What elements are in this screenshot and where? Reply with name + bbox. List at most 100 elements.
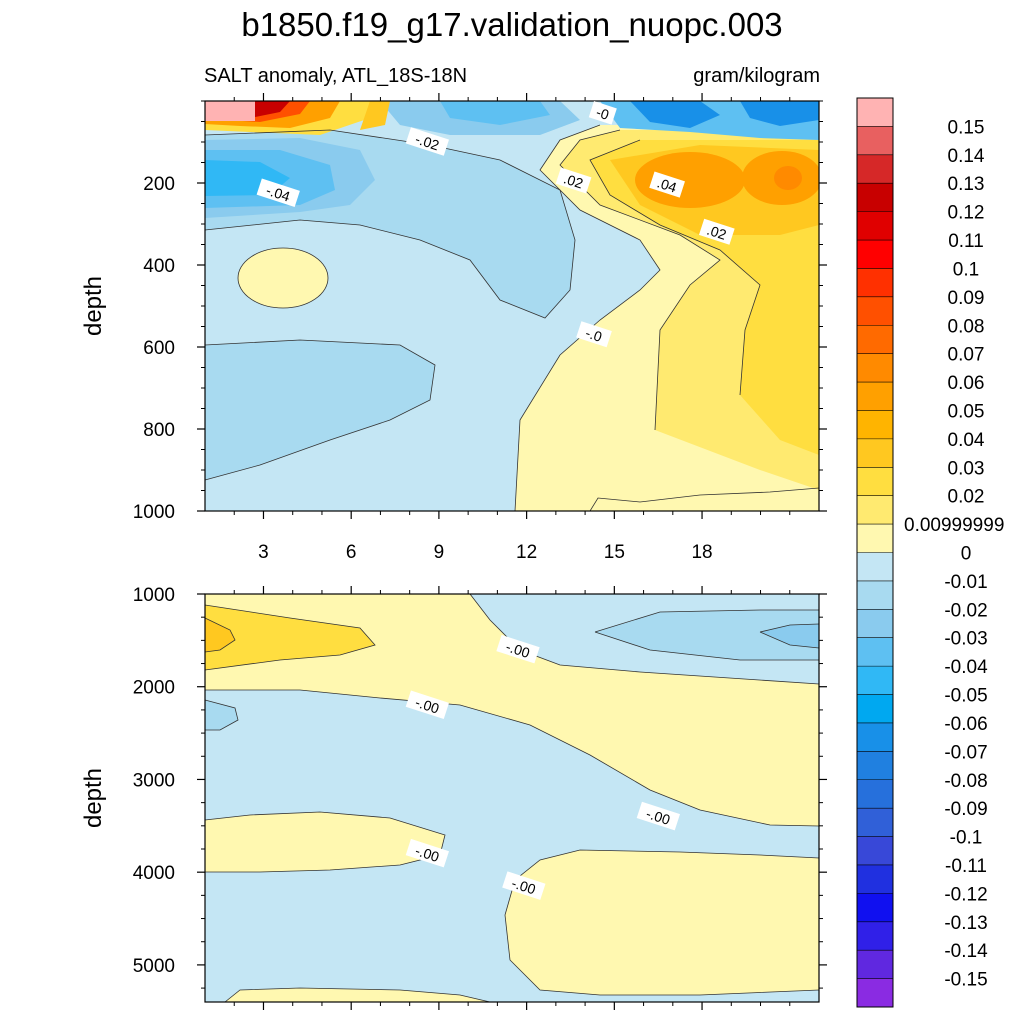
colorbar-swatch [857, 183, 893, 212]
colorbar-level-label: 0.00999999 [904, 515, 1004, 536]
colorbar-level-label: 0.14 [948, 146, 985, 167]
figure-title: b1850.f19_g17.validation_nuopc.003 [241, 6, 782, 43]
ytick-label: 200 [143, 174, 175, 195]
colorbar-swatch [857, 580, 893, 610]
contour-label-bg [576, 321, 612, 348]
colorbar-level-label: -0.11 [945, 856, 987, 877]
colorbar-swatch [857, 637, 893, 667]
contour-label-bg [405, 690, 450, 720]
upper-field-salty-005 [635, 152, 745, 208]
colorbar-level-label: -0.13 [944, 913, 987, 934]
xtick-label: 18 [691, 542, 712, 563]
colorbar-swatch [857, 126, 893, 156]
upper-field-surface-fresh-2 [440, 101, 550, 125]
ytick-label: 3000 [133, 770, 175, 791]
colorbar-swatch [857, 921, 893, 951]
colorbar-level-label: -0.12 [944, 884, 987, 905]
colorbar-swatch [857, 524, 893, 553]
contour-label-bg [649, 171, 685, 198]
colorbar-level-label: -0.08 [944, 771, 987, 792]
contour-label: -.02 [405, 127, 450, 156]
contour-label: -.00 [405, 690, 450, 720]
contour-label-text: .04 [655, 174, 679, 195]
upper-field-salty-007 [774, 166, 802, 190]
lower-field-fresh-west [205, 700, 238, 730]
contour-label-bg [588, 101, 617, 125]
colorbar-level-label: 0.1 [953, 259, 979, 280]
lower-contour-panel [204, 593, 820, 1003]
lower-ylabel: depth [80, 768, 107, 828]
colorbar-swatch [857, 666, 893, 695]
ytick-label: 600 [143, 338, 175, 359]
colorbar-swatch [857, 950, 893, 979]
colorbar-swatch [857, 751, 893, 781]
upper-contour-fields [205, 101, 819, 511]
contour-label-bg [636, 801, 680, 831]
lower-field-fresh-east [595, 610, 819, 660]
xtick-label: 3 [258, 542, 269, 563]
colorbar-level-label: -0.06 [944, 714, 987, 735]
colorbar-swatch [857, 325, 893, 354]
colorbar-level-label: -0.02 [944, 600, 987, 621]
colorbar-swatch [857, 722, 893, 752]
ytick-label: 4000 [133, 863, 175, 884]
lower-panel-frame [204, 593, 820, 1003]
colorbar-level-label: 0.04 [948, 430, 985, 451]
colorbar-frame [856, 97, 894, 1008]
upper-contour-lines [204, 124, 820, 512]
upper-field-salty-lens [238, 248, 328, 308]
ytick-label: 1000 [133, 585, 175, 606]
contour-label-bg [405, 127, 450, 156]
contour-label: .02 [555, 167, 592, 194]
contour-label-bg [256, 178, 300, 208]
colorbar-level-label: 0.05 [948, 401, 985, 422]
colorbar-swatch [857, 978, 893, 1008]
ytick-label: 800 [143, 420, 175, 441]
contour-label-bg [496, 634, 540, 664]
colorbar-level-label: 0 [961, 544, 972, 565]
upper-ylabel: depth [80, 276, 107, 336]
colorbar-level-label: 0.12 [948, 203, 985, 224]
lower-field-salty-max [205, 605, 375, 670]
colorbar-swatch [857, 495, 893, 525]
upper-field-fresh-deep [205, 340, 435, 480]
ytick-label: 2000 [133, 678, 175, 699]
contour-label: -.00 [636, 801, 680, 831]
colorbar-level-label: -0.07 [944, 742, 987, 763]
colorbar-level-label: 0.08 [948, 316, 985, 337]
contour-label-bg [502, 871, 546, 900]
colorbar-level-label: 0.09 [948, 288, 985, 309]
upper-field-thermocline-strip [360, 101, 390, 130]
colorbar-level-label: 0.11 [948, 231, 984, 252]
ytick-label: 400 [143, 256, 175, 277]
colorbar-level-label: 0.13 [948, 174, 985, 195]
contour-label-text: -.02 [413, 131, 441, 154]
xtick-label: 9 [434, 542, 445, 563]
colorbar-swatch [857, 694, 893, 724]
contour-label: -.0 [576, 321, 612, 348]
variable-label: SALT anomaly, ATL_18S-18N [204, 65, 467, 87]
upper-field-surface-max [205, 101, 255, 121]
colorbar-level-label: 0.15 [948, 117, 985, 138]
lower-field-salty-bottom [225, 988, 490, 1002]
contour-label-bg [555, 167, 592, 194]
contour-label-text: -.04 [264, 182, 292, 205]
contour-label-text: -.00 [510, 875, 538, 898]
contour-label-text: -0 [594, 104, 611, 123]
colorbar-level-label: 0.07 [948, 345, 985, 366]
colorbar-level-label: 0.06 [948, 373, 985, 394]
colorbar-level-label: 0.03 [948, 458, 985, 479]
upper-contour-panel [204, 101, 820, 512]
colorbar-swatch [857, 893, 893, 923]
lower-field-salty-lens-east [505, 850, 819, 995]
colorbar-level-label: -0.15 [944, 970, 987, 991]
colorbar-swatch [857, 353, 893, 383]
lower-field-salty-band [205, 594, 819, 826]
colorbar-level-label: -0.04 [944, 657, 988, 678]
plot-axes: 200 400 600 800 1000 3 6 9 12 15 18 depth 1000 2000 30… [80, 93, 827, 1010]
colorbar-level-label: 0.02 [948, 487, 985, 508]
lower-contour-fields [205, 594, 819, 1002]
contour-label: .02 [698, 218, 735, 245]
colorbar-swatch [857, 779, 893, 809]
